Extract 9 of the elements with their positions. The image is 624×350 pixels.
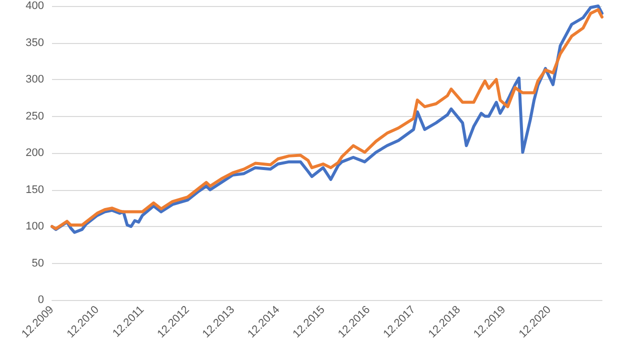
y-tick-label: 200 xyxy=(26,147,44,159)
y-tick-label: 250 xyxy=(26,110,44,122)
y-tick-label: 350 xyxy=(26,36,44,49)
y-tick-label: 0 xyxy=(38,294,44,306)
y-tick-label: 150 xyxy=(26,184,44,196)
y-tick-label: 100 xyxy=(26,220,44,232)
y-tick-label: 300 xyxy=(26,74,44,86)
y-tick-label: 400 xyxy=(26,0,44,12)
y-tick-label: 50 xyxy=(32,257,44,270)
